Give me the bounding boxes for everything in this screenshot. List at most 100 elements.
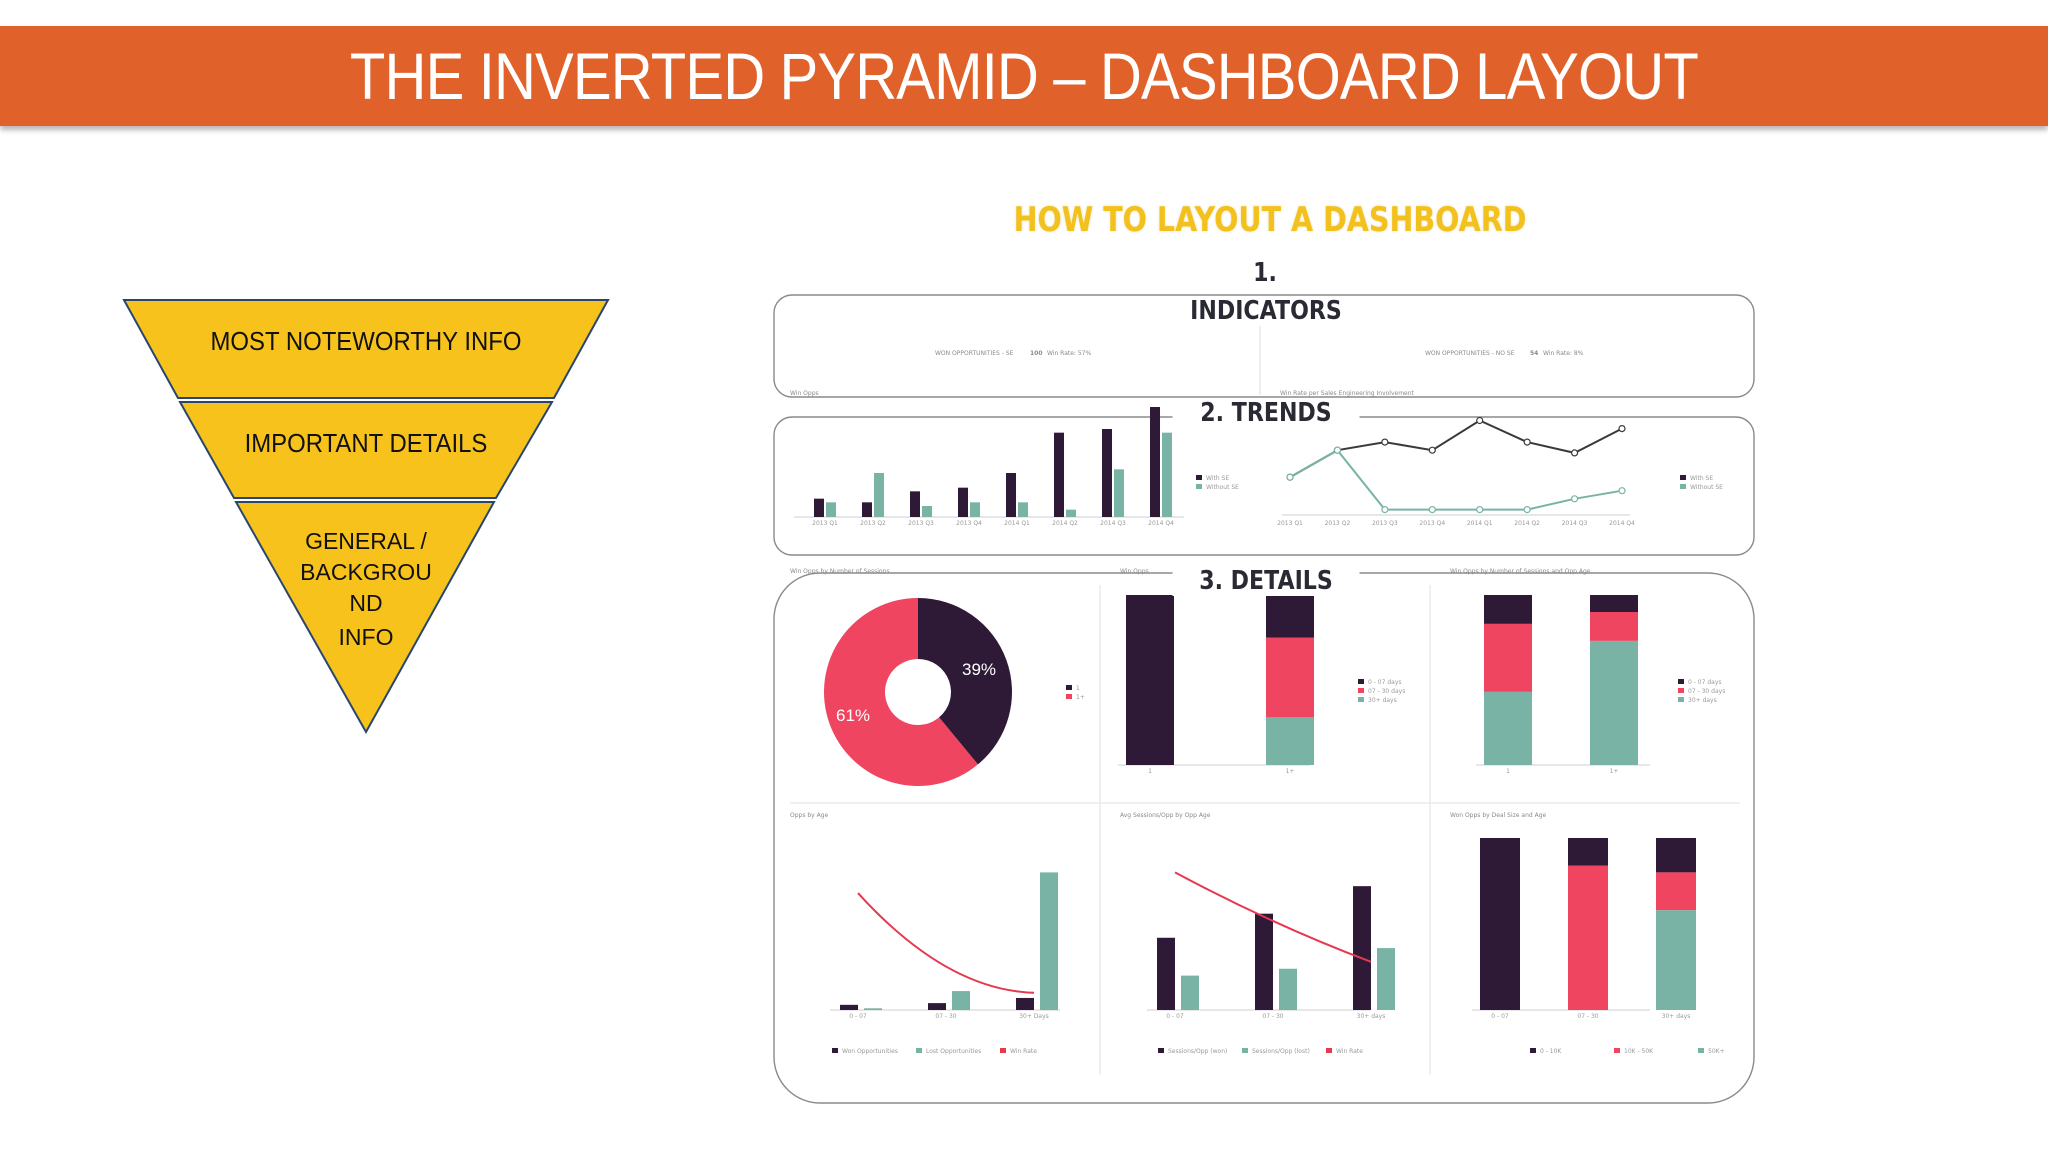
win-opps-stacked-tick: 1+ — [1286, 768, 1295, 775]
opps-age-legend-swatch — [832, 1048, 838, 1053]
win-rate-point — [1523, 438, 1531, 446]
donut-slice — [824, 598, 978, 786]
win-rate-legend-label: With SE — [1690, 475, 1713, 482]
avg-sessions-bar — [1157, 937, 1175, 1010]
donut-legend-label: 1+ — [1076, 694, 1085, 701]
donut-legend-swatch — [1066, 694, 1072, 699]
opps-age-bar — [840, 1004, 858, 1010]
win-opps-stacked-bar — [1266, 717, 1314, 765]
by-age-title: Opps by Age — [790, 812, 829, 819]
win-rate-point — [1570, 495, 1579, 503]
sessions-age-stacked-bar — [1590, 595, 1638, 612]
indicators-label: INDICATORS — [1172, 296, 1360, 326]
win-rate-tick: 2013 Q4 — [1419, 520, 1445, 527]
win-rate-tick: 2014 Q4 — [1609, 520, 1635, 527]
win-opps-tick: 2013 Q3 — [908, 520, 934, 527]
win-opps-bar — [1150, 407, 1160, 517]
opps-age-legend-swatch — [1000, 1048, 1006, 1053]
kpi-2-value: 54 — [1530, 350, 1538, 357]
deal-size-stacked-tick: 30+ days — [1662, 1013, 1691, 1020]
win-opps-tick: 2014 Q1 — [1004, 520, 1030, 527]
avg-sessions-rate-line — [1174, 871, 1372, 963]
opps-age-bar — [952, 991, 970, 1010]
avg-sessions-tick: 07 - 30 — [1262, 1013, 1283, 1020]
win-opps-tick: 2014 Q3 — [1100, 520, 1126, 527]
win-opps-stacked-legend-label: 07 - 30 days — [1368, 688, 1405, 695]
deal-size-stacked-bar — [1568, 838, 1608, 866]
win-opps-legend-swatch — [1196, 475, 1202, 480]
title-banner: THE INVERTED PYRAMID – DASHBOARD LAYOUT — [0, 26, 2048, 126]
donut-slice — [918, 598, 1012, 765]
pyramid-level-1 — [122, 299, 610, 399]
avg-sessions-legend-label: Sessions/Opp (lost) — [1252, 1048, 1310, 1055]
deal-size-legend-label: 0 - 10K — [1540, 1048, 1562, 1055]
deal-size-legend-swatch — [1698, 1048, 1704, 1053]
opps-age-legend-label: Win Rate — [1010, 1048, 1037, 1055]
sessions-age-stacked-bar — [1484, 691, 1532, 765]
win-opps-title: Win Opps — [790, 390, 819, 397]
win-rate-point — [1570, 449, 1579, 457]
sessions-age-stacked-bar — [1590, 612, 1638, 641]
win-rate-point — [1428, 446, 1436, 454]
win-opps-stacked-bar — [1266, 595, 1314, 638]
avg-sessions-bar — [1181, 975, 1199, 1010]
kpi-2-label: WON OPPORTUNITIES - NO SE — [1425, 350, 1515, 357]
avg-sessions-bar — [1353, 886, 1371, 1010]
opps-age-bar — [928, 1003, 946, 1010]
opps-age-legend-label: Won Opportunities — [842, 1048, 898, 1055]
win-opps-stacked-tick: 1 — [1148, 768, 1152, 775]
win-rate-legend-label: Without SE — [1690, 484, 1723, 491]
win-opps-stacked-legend-label: 30+ days — [1368, 697, 1397, 704]
win-rate-tick: 2014 Q3 — [1562, 520, 1588, 527]
win-opps-bar — [1114, 469, 1124, 517]
donut-legend-label: 1 — [1076, 685, 1080, 692]
details-label: 3. DETAILS — [1172, 566, 1360, 596]
sessions-age-stacked-legend-label: 07 - 30 days — [1688, 688, 1725, 695]
win-rate-legend-swatch — [1680, 484, 1686, 489]
win-opps-bar — [922, 506, 932, 517]
indicators-box — [773, 294, 1755, 398]
win-opps-bar — [1102, 429, 1112, 517]
slide-title: THE INVERTED PYRAMID – DASHBOARD LAYOUT — [349, 39, 1699, 113]
pyramid-level-3 — [234, 501, 496, 735]
donut-legend-swatch — [1066, 685, 1072, 690]
sessions-age-stacked-legend-swatch — [1678, 679, 1684, 684]
pyramid-label-1: MOST NOTEWORTHY INFO — [210, 326, 522, 356]
win-rate-tick: 2013 Q1 — [1277, 520, 1303, 527]
donut-label-big: 61% — [836, 706, 870, 725]
kpi-1-note: Win Rate: 57% — [1047, 350, 1091, 357]
win-rate-point — [1476, 506, 1484, 514]
deal-size-stacked-tick: 0 - 07 — [1491, 1013, 1509, 1020]
win-rate-tick: 2014 Q2 — [1514, 520, 1540, 527]
win-opps-bar — [970, 502, 980, 517]
pyramid-label-3-sub: INFO — [338, 624, 394, 650]
win-rate-point — [1381, 438, 1389, 446]
win-opps-legend-swatch — [1196, 484, 1202, 489]
sessions-age-stacked-legend-label: 0 - 07 days — [1688, 679, 1722, 686]
opps-age-bar — [1016, 997, 1034, 1010]
win-opps-stacked-legend-swatch — [1358, 697, 1364, 702]
win-opps-bar — [814, 498, 824, 517]
avg-sessions-bar — [1255, 913, 1273, 1010]
win-opps-bar — [874, 473, 884, 517]
win-opps-tick: 2014 Q2 — [1052, 520, 1078, 527]
dashboard-title: HOW TO LAYOUT A DASHBOARD — [1013, 200, 1527, 240]
win-opps-stacked-legend-swatch — [1358, 688, 1364, 693]
opps-age-bar — [1040, 872, 1058, 1010]
win-rate-point — [1523, 506, 1531, 514]
win-opps-tick: 2013 Q1 — [812, 520, 838, 527]
win-opps-stacked-bar — [1126, 595, 1174, 765]
win-opps-short-title: Win Opps — [1120, 568, 1149, 575]
win-rate-line — [1289, 419, 1623, 479]
deal-size-stacked-bar — [1568, 865, 1608, 1010]
win-rate-title: Win Rate per Sales Engineering Involveme… — [1280, 390, 1415, 397]
avg-sessions-legend-swatch — [1158, 1048, 1164, 1053]
opps-age-tick: 0 - 07 — [849, 1013, 867, 1020]
win-opps-bar — [1006, 473, 1016, 517]
win-opps-legend-label: Without SE — [1206, 484, 1239, 491]
win-opps-bar — [826, 502, 836, 517]
win-rate-tick: 2013 Q2 — [1325, 520, 1351, 527]
win-opps-stacked-legend-label: 0 - 07 days — [1368, 679, 1402, 686]
avg-sessions-tick: 30+ days — [1357, 1013, 1386, 1020]
dashboard-charts: 2013 Q1 2013 Q2 2013 Q3 2013 Q4 2014 Q1 2014 … — [794, 407, 1725, 1055]
